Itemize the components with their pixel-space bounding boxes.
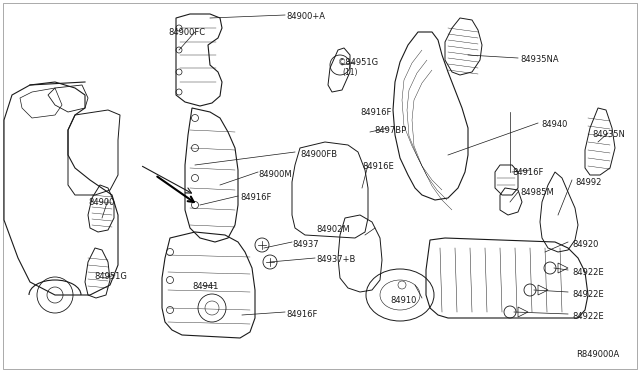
Text: R849000A: R849000A xyxy=(576,350,620,359)
Text: 84900+A: 84900+A xyxy=(286,12,325,21)
Text: 84992: 84992 xyxy=(575,178,602,187)
Text: 84900FB: 84900FB xyxy=(300,150,337,159)
Text: 84985M: 84985M xyxy=(520,188,554,197)
Text: 84951G: 84951G xyxy=(94,272,127,281)
Text: 84910: 84910 xyxy=(390,296,417,305)
Text: 84937+B: 84937+B xyxy=(316,255,355,264)
Text: 84900: 84900 xyxy=(88,198,115,207)
Text: 84922E: 84922E xyxy=(572,290,604,299)
Text: 84937: 84937 xyxy=(292,240,319,249)
Text: 84941: 84941 xyxy=(192,282,218,291)
Text: 84940: 84940 xyxy=(541,120,568,129)
Text: 84916F: 84916F xyxy=(512,168,543,177)
Text: 84935N: 84935N xyxy=(592,130,625,139)
Text: 84916F: 84916F xyxy=(286,310,317,319)
Text: 84916F: 84916F xyxy=(360,108,392,117)
Text: 8497BP: 8497BP xyxy=(374,126,406,135)
Text: 84935NA: 84935NA xyxy=(520,55,559,64)
Text: ©84951G: ©84951G xyxy=(338,58,379,67)
Text: 84902M: 84902M xyxy=(316,225,349,234)
Text: 84922E: 84922E xyxy=(572,312,604,321)
Text: 84916F: 84916F xyxy=(240,193,271,202)
Text: 84900FC: 84900FC xyxy=(168,28,205,37)
Text: 84900M: 84900M xyxy=(258,170,292,179)
Text: 84920: 84920 xyxy=(572,240,598,249)
Text: 84916E: 84916E xyxy=(362,162,394,171)
Text: (11): (11) xyxy=(342,68,358,77)
Text: 84922E: 84922E xyxy=(572,268,604,277)
